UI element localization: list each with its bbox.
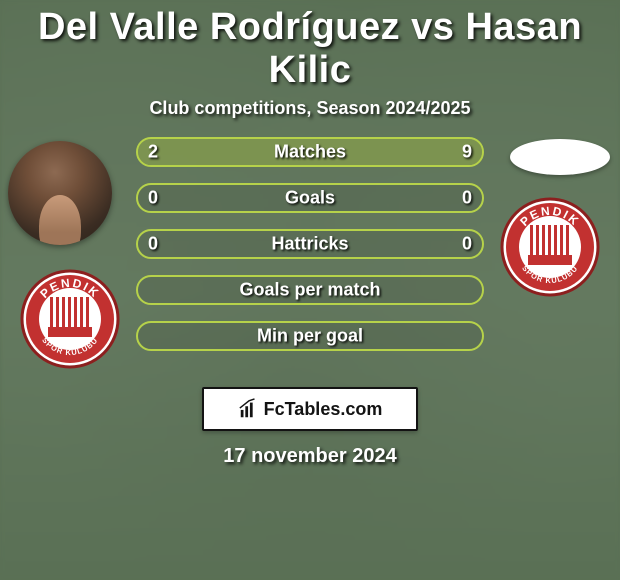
- page-title: Del Valle Rodríguez vs Hasan Kilic: [0, 0, 620, 94]
- stat-label: Matches: [138, 142, 482, 163]
- stat-right-value: 9: [462, 142, 472, 163]
- player-left-photo: [8, 141, 112, 245]
- stat-right-value: 0: [462, 188, 472, 209]
- stat-label: Goals: [138, 188, 482, 209]
- comparison-area: PENDIK SPOR KULÜBÜ PENDIK SPOR KULÜBÜ 2M…: [0, 131, 620, 371]
- stat-label: Hattricks: [138, 234, 482, 255]
- stat-bar: Goals per match: [136, 275, 484, 305]
- stat-label: Goals per match: [138, 280, 482, 301]
- stat-label: Min per goal: [138, 326, 482, 347]
- stat-bar: 0Hattricks0: [136, 229, 484, 259]
- pendik-crest-icon: PENDIK SPOR KULÜBÜ: [20, 269, 120, 369]
- stat-bars: 2Matches90Goals00Hattricks0Goals per mat…: [136, 137, 484, 367]
- page-subtitle: Club competitions, Season 2024/2025: [0, 94, 620, 131]
- stat-bar: Min per goal: [136, 321, 484, 351]
- player-right-photo: [510, 139, 610, 175]
- stat-bar: 2Matches9: [136, 137, 484, 167]
- stat-bar: 0Goals0: [136, 183, 484, 213]
- player-right-club-crest: PENDIK SPOR KULÜBÜ: [500, 197, 600, 297]
- pendik-crest-icon: PENDIK SPOR KULÜBÜ: [500, 197, 600, 297]
- chart-icon: [238, 398, 260, 420]
- stat-right-value: 0: [462, 234, 472, 255]
- site-badge: FcTables.com: [202, 387, 418, 431]
- site-name: FcTables.com: [264, 399, 383, 420]
- player-left-club-crest: PENDIK SPOR KULÜBÜ: [20, 269, 120, 369]
- snapshot-date: 17 november 2024: [0, 445, 620, 468]
